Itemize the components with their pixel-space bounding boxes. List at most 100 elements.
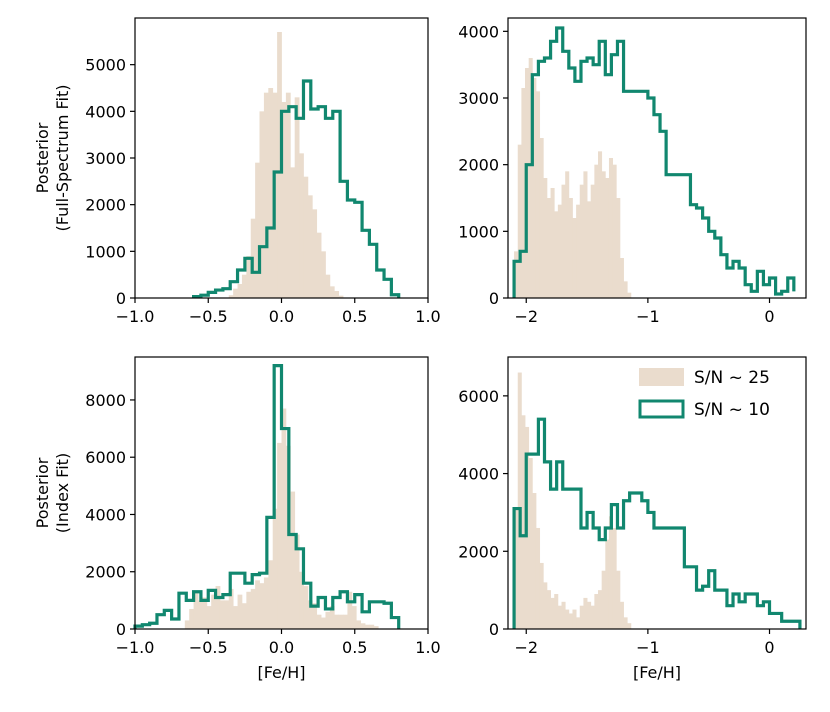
legend-swatch-sn25 (639, 368, 684, 386)
bar-sn25 (241, 603, 247, 629)
x-tick-label: 1.0 (415, 638, 440, 657)
bar-sn25 (517, 144, 522, 298)
bar-sn25 (598, 151, 603, 298)
x-tick-label: −2 (514, 638, 538, 657)
y-axis-label-line1: Posterior (33, 457, 52, 528)
bar-sn25 (619, 601, 624, 629)
bar-sn25 (369, 624, 375, 629)
bar-sn25 (568, 613, 573, 629)
bar-sn25 (228, 588, 234, 629)
series-sn10-step (192, 79, 401, 299)
bar-sn25 (528, 458, 533, 629)
bar-sn25 (590, 184, 595, 298)
bar-sn25 (521, 88, 526, 298)
bar-sn25 (532, 78, 537, 298)
y-tick-label: 6000 (458, 387, 499, 406)
bar-sn25 (554, 211, 559, 298)
bar-sn25 (224, 600, 230, 629)
bar-sn25 (321, 617, 326, 629)
series-sn10-step (512, 26, 796, 298)
bar-sn25 (579, 605, 584, 629)
y-axis-label-line1: Posterior (33, 122, 52, 193)
bar-sn25 (303, 176, 309, 298)
y-tick-label: 3000 (458, 89, 499, 108)
bar-sn25 (616, 570, 621, 629)
x-tick-label: −0.5 (189, 307, 228, 326)
bar-sn25 (219, 600, 225, 629)
y-axis-label-line2: (Full-Spectrum Fit) (53, 85, 72, 232)
bar-sn25 (627, 623, 632, 629)
bar-sn25 (572, 218, 577, 298)
y-tick-label: 1000 (458, 222, 499, 241)
bar-sn25 (539, 138, 544, 298)
x-tick-label: −2 (514, 307, 538, 326)
bar-sn25 (572, 609, 577, 629)
bar-sn25 (312, 603, 318, 629)
bar-sn25 (608, 516, 614, 629)
bar-sn25 (619, 258, 624, 298)
bar-sn25 (612, 164, 617, 298)
bar-sn25 (343, 614, 348, 629)
x-tick-label: 0.0 (269, 638, 294, 657)
bar-sn25 (325, 274, 331, 298)
y-tick-label: 0 (116, 289, 126, 308)
y-tick-label: 0 (489, 620, 499, 639)
bar-sn25 (514, 508, 519, 629)
axes-frame (507, 356, 807, 630)
bar-sn25 (623, 617, 628, 629)
bar-sn25 (277, 442, 282, 629)
x-tick-label: −0.5 (189, 638, 228, 657)
bar-sn25 (338, 295, 344, 298)
y-tick-label: 8000 (85, 391, 126, 410)
y-tick-label: 2000 (458, 542, 499, 561)
bar-sn25 (605, 539, 610, 629)
bar-sn25 (616, 198, 621, 298)
bar-sn25 (250, 588, 256, 629)
bar-sn25 (514, 251, 519, 298)
bar-sn25 (303, 586, 309, 629)
bar-sn25 (299, 571, 304, 629)
bar-sn25 (608, 158, 614, 298)
bar-sn25 (246, 591, 252, 629)
bar-sn25 (246, 256, 252, 298)
bar-sn25 (587, 201, 592, 298)
bar-sn25 (299, 153, 304, 298)
bar-sn25 (576, 204, 581, 298)
y-tick-label: 0 (489, 289, 499, 308)
panels: −1.0 −0.5 0.0 0.5 1.0 0 1000 2000 3000 4000 5000 Po… (33, 17, 807, 682)
bar-sn25 (557, 204, 562, 298)
x-tick-label: 0.5 (342, 638, 367, 657)
bar-sn25 (277, 32, 282, 298)
bar-sn25 (554, 594, 559, 629)
y-tick-label: 4000 (85, 505, 126, 524)
x-tick-label: −1 (636, 307, 660, 326)
bar-sn25 (623, 281, 628, 298)
y-tick-label: 0 (116, 620, 126, 639)
bar-sn25 (594, 164, 599, 298)
bar-sn25 (329, 606, 335, 629)
bar-sn25 (281, 102, 287, 298)
y-tick-label: 2000 (458, 156, 499, 175)
bar-sn25 (598, 590, 603, 629)
bar-sn25 (211, 594, 216, 629)
bar-sn25 (601, 171, 606, 298)
y-tick-label: 4000 (458, 465, 499, 484)
bar-sn25 (576, 617, 581, 629)
series-sn25-bars (228, 32, 344, 298)
y-tick-label: 1000 (85, 242, 126, 261)
bar-sn25 (351, 606, 357, 629)
bar-sn25 (373, 626, 379, 629)
bar-sn25 (325, 611, 331, 629)
x-tick-label: 1.0 (415, 307, 440, 326)
bar-sn25 (321, 251, 326, 298)
bar-sn25 (294, 534, 300, 629)
bar-sn25 (568, 198, 573, 298)
x-tick-label: −1.0 (116, 638, 155, 657)
bar-sn25 (189, 608, 194, 629)
bar-sn25 (316, 614, 322, 629)
bar-sn25 (546, 590, 551, 629)
bar-sn25 (627, 292, 632, 298)
bar-sn25 (557, 605, 562, 629)
legend-swatch-sn10 (638, 399, 685, 419)
bar-sn25 (561, 601, 566, 629)
